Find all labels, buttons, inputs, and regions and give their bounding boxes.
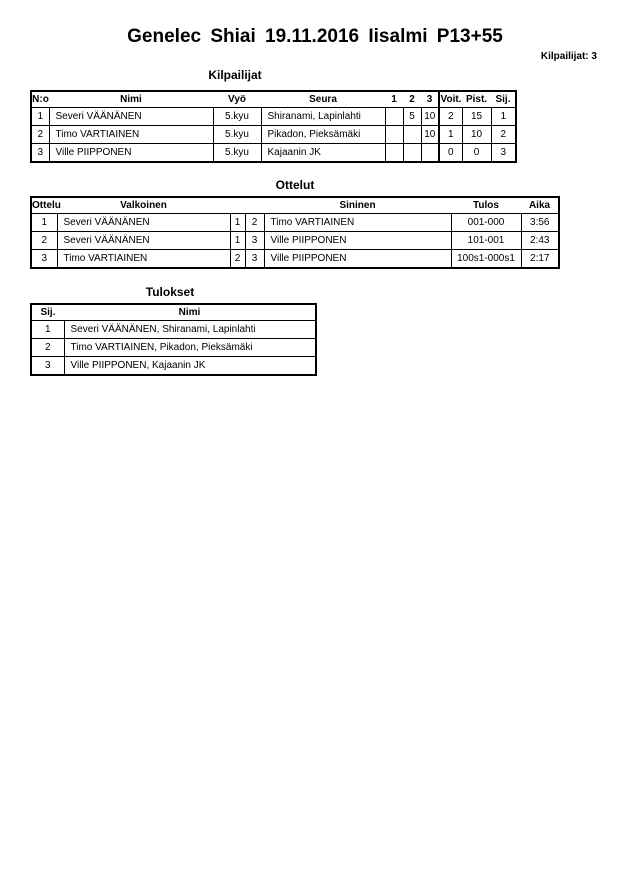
table-cell: 5.kyu — [212, 107, 262, 126]
table-cell: Severi VÄÄNÄNEN — [56, 231, 231, 250]
table-cell: Shiranami, Lapinlahti — [260, 107, 386, 126]
table-cell: 001-000 — [450, 213, 522, 232]
col-header: Pist. — [465, 94, 488, 105]
table-cell: Kajaanin JK — [260, 143, 386, 163]
col-header: Ottelu — [32, 200, 61, 211]
table-cell: 101-001 — [450, 231, 522, 250]
table-row: 3 Ville PIIPPONEN, Kajaanin JK — [30, 356, 317, 376]
table-cell: Timo VARTIAINEN — [263, 213, 452, 232]
col-header: Valkoinen — [120, 200, 167, 211]
table-cell: 2 — [30, 338, 65, 357]
competitors-title: Kilpailijat — [208, 68, 262, 82]
table-row: 2 Timo VARTIAINEN 5.kyu Pikadon, Pieksämäki… — [30, 125, 517, 144]
table-cell: 2 — [30, 231, 58, 250]
table-row: 1 Severi VÄÄNÄNEN, Shiranami, Lapinlahti — [30, 320, 317, 339]
matches-title: Ottelut — [275, 178, 315, 192]
table-cell: 2 — [438, 107, 463, 126]
col-header: Voit. — [440, 94, 462, 105]
table-cell: 3 — [244, 249, 265, 269]
table-row: 3 Timo VARTIAINEN 2 3 Ville PIIPPONEN 100s1-0… — [30, 249, 560, 269]
table-cell: Severi VÄÄNÄNEN — [48, 107, 214, 126]
table-cell: 2 — [490, 125, 517, 144]
table-cell: 3 — [30, 143, 50, 163]
table-cell: 1 — [490, 107, 517, 126]
table-cell: 5 — [402, 107, 422, 126]
col-header: Aika — [528, 200, 551, 211]
table-cell: Pikadon, Pieksämäki — [260, 125, 386, 144]
table-cell: 3 — [30, 356, 65, 376]
col-header: 1 — [391, 94, 397, 105]
col-header — [230, 197, 245, 214]
table-cell: 2 — [229, 249, 246, 269]
col-header: Tulos — [473, 200, 499, 211]
col-header: Seura — [309, 94, 337, 105]
table-cell: 1 — [30, 320, 65, 339]
col-header: Sij. — [495, 94, 511, 105]
col-header: 3 — [421, 91, 440, 108]
col-header: N:o — [32, 94, 49, 105]
table-cell — [402, 143, 422, 163]
table-cell: 5.kyu — [212, 125, 262, 144]
table-row: 2 Timo VARTIAINEN, Pikadon, Pieksämäki — [30, 338, 317, 357]
col-header — [245, 197, 264, 214]
table-cell: 10 — [461, 125, 492, 144]
page-title: Genelec Shiai 19.11.2016 Iisalmi P13+55 — [127, 26, 503, 47]
table-cell — [402, 125, 422, 144]
col-header: 2 — [409, 94, 415, 105]
table-cell: 10 — [420, 107, 440, 126]
col-header: Vyö — [228, 94, 246, 105]
matches-table: Ottelu Valkoinen Sininen Tulos Aika 1 Sev… — [30, 196, 560, 269]
table-cell: 3:56 — [520, 213, 560, 232]
table-cell: Ville PIIPPONEN — [48, 143, 214, 163]
table-cell: Severi VÄÄNÄNEN, Shiranami, Lapinlahti — [63, 320, 317, 339]
table-cell: 2:17 — [520, 249, 560, 269]
table-cell: 3 — [244, 231, 265, 250]
table-cell: 100s1-000s1 — [450, 249, 522, 269]
table-cell — [384, 107, 404, 126]
competitor-count: Kilpailijat: 3 — [540, 51, 597, 62]
table-cell: 2:43 — [520, 231, 560, 250]
results-title: Tulokset — [145, 285, 195, 299]
table-cell: 3 — [30, 249, 58, 269]
col-header: Sininen — [339, 200, 376, 211]
table-cell: Ville PIIPPONEN, Kajaanin JK — [63, 356, 317, 376]
col-header: Nimi — [178, 307, 201, 318]
table-cell: 5.kyu — [212, 143, 262, 163]
table-cell — [420, 143, 440, 163]
table-cell: 0 — [438, 143, 463, 163]
table-row: 1 Severi VÄÄNÄNEN 1 2 Timo VARTIAINEN 001-000… — [30, 213, 560, 232]
table-cell — [384, 143, 404, 163]
table-header: Sij. Nimi — [31, 304, 316, 321]
table-cell: Timo VARTIAINEN — [56, 249, 231, 269]
table-cell: 3 — [490, 143, 517, 163]
table-cell: Ville PIIPPONEN — [263, 231, 452, 250]
table-cell: 0 — [461, 143, 492, 163]
table-cell: 1 — [229, 213, 246, 232]
table-cell: 10 — [420, 125, 440, 144]
table-cell: Ville PIIPPONEN — [263, 249, 452, 269]
table-row: 3 Ville PIIPPONEN 5.kyu Kajaanin JK 0 0 3 — [30, 143, 517, 163]
table-cell: 1 — [229, 231, 246, 250]
results-table: Sij. Nimi 1 Severi VÄÄNÄNEN, Shiranami, L… — [30, 303, 317, 376]
table-cell: 1 — [30, 107, 50, 126]
competitors-table: N:o Nimi Vyö Seura 1 2 3 Voit. Pist. Sij… — [30, 90, 517, 163]
table-cell: Severi VÄÄNÄNEN — [56, 213, 231, 232]
col-header: Sij. — [40, 307, 56, 318]
table-header: N:o Nimi Vyö Seura 1 2 3 Voit. Pist. Sij… — [31, 91, 516, 108]
table-row: 2 Severi VÄÄNÄNEN 1 3 Ville PIIPPONEN 101-001… — [30, 231, 560, 250]
table-cell: 2 — [244, 213, 265, 232]
table-cell: 1 — [438, 125, 463, 144]
table-header: Ottelu Valkoinen Sininen Tulos Aika — [31, 197, 559, 214]
table-cell: 2 — [30, 125, 50, 144]
col-header: Nimi — [120, 94, 142, 105]
table-cell: 15 — [461, 107, 492, 126]
table-cell: Timo VARTIAINEN — [48, 125, 214, 144]
table-row: 1 Severi VÄÄNÄNEN 5.kyu Shiranami, Lapinlah… — [30, 107, 517, 126]
table-cell — [384, 125, 404, 144]
table-cell: Timo VARTIAINEN, Pikadon, Pieksämäki — [63, 338, 317, 357]
table-cell: 1 — [30, 213, 58, 232]
